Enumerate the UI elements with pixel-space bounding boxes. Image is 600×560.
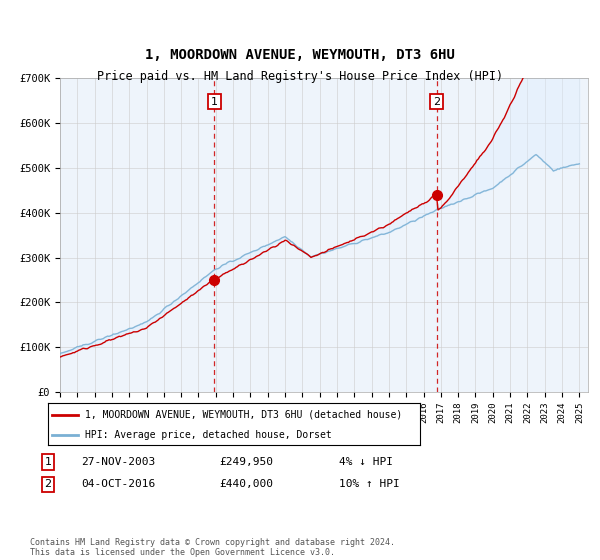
Text: Contains HM Land Registry data © Crown copyright and database right 2024.
This d: Contains HM Land Registry data © Crown c… — [30, 538, 395, 557]
Text: 1: 1 — [211, 97, 218, 107]
Text: £249,950: £249,950 — [219, 457, 273, 467]
Text: £440,000: £440,000 — [219, 479, 273, 489]
Text: 1, MOORDOWN AVENUE, WEYMOUTH, DT3 6HU (detached house): 1, MOORDOWN AVENUE, WEYMOUTH, DT3 6HU (d… — [85, 410, 403, 420]
Text: 10% ↑ HPI: 10% ↑ HPI — [339, 479, 400, 489]
Text: 1, MOORDOWN AVENUE, WEYMOUTH, DT3 6HU: 1, MOORDOWN AVENUE, WEYMOUTH, DT3 6HU — [145, 48, 455, 62]
Text: 4% ↓ HPI: 4% ↓ HPI — [339, 457, 393, 467]
Text: HPI: Average price, detached house, Dorset: HPI: Average price, detached house, Dors… — [85, 430, 332, 440]
Text: 27-NOV-2003: 27-NOV-2003 — [81, 457, 155, 467]
Text: 04-OCT-2016: 04-OCT-2016 — [81, 479, 155, 489]
Text: 2: 2 — [433, 97, 440, 107]
Text: 2: 2 — [44, 479, 52, 489]
Text: 1: 1 — [44, 457, 52, 467]
Text: Price paid vs. HM Land Registry's House Price Index (HPI): Price paid vs. HM Land Registry's House … — [97, 70, 503, 83]
